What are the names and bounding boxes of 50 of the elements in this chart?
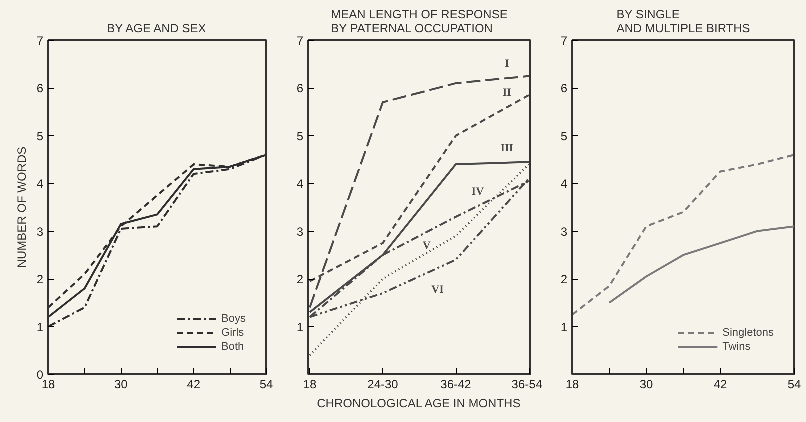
- x-tick-label: 54: [260, 378, 274, 392]
- y-tick-label: 4: [560, 177, 568, 192]
- x-tick-label: 30: [640, 378, 654, 392]
- legend-label: Singletons: [722, 326, 774, 340]
- chart-title: BY SINGLE AND MULTIPLE BIRTHS: [616, 8, 750, 36]
- y-tick-label: 6: [36, 82, 44, 96]
- x-tick-label: 42: [187, 378, 201, 392]
- y-tick-label: 4: [36, 177, 44, 192]
- y-tick-label: 1: [36, 320, 44, 334]
- x-tick-label: 18: [566, 378, 580, 392]
- y-tick-label: 3: [36, 224, 44, 239]
- y-tick-label: 5: [296, 129, 304, 144]
- y-tick-label: 7: [296, 34, 304, 48]
- y-tick-label: 2: [560, 272, 568, 287]
- series-label: VI: [432, 284, 444, 296]
- y-tick-label: 0: [36, 368, 44, 382]
- y-tick-label: 6: [296, 82, 304, 96]
- y-tick-label: 4: [296, 177, 304, 192]
- series-label: II: [502, 87, 512, 100]
- x-tick-label: 30: [114, 378, 128, 392]
- series-label: I: [504, 58, 510, 70]
- y-tick-label: 1: [560, 320, 568, 334]
- legend-label: Boys: [222, 312, 246, 326]
- y-tick-label: 3: [296, 224, 304, 239]
- y-tick-label: 5: [560, 129, 568, 144]
- legend-label: Girls: [222, 326, 244, 340]
- chart-title: MEAN LENGTH OF RESPONSE BY PATERNAL OCCUPATION: [331, 8, 508, 36]
- y-tick-label: 2: [296, 272, 304, 287]
- x-tick-label: 36-54: [512, 378, 543, 392]
- legend-label: Both: [222, 340, 244, 354]
- series-label: III: [500, 142, 514, 155]
- x-axis-title: CHRONOLOGICAL AGE IN MONTHS: [317, 396, 521, 410]
- x-tick-label: 18: [303, 378, 317, 392]
- y-tick-label: 2: [36, 272, 44, 287]
- y-tick-label: 7: [36, 34, 44, 48]
- y-tick-label: 7: [560, 34, 568, 48]
- y-tick-label: 1: [296, 320, 304, 334]
- chart-title: BY AGE AND SEX: [107, 22, 206, 36]
- y-tick-label: 6: [560, 82, 568, 96]
- series-label: IV: [472, 186, 484, 198]
- x-tick-label: 42: [714, 378, 728, 392]
- x-tick-label: 36-42: [440, 378, 472, 392]
- y-axis-title: NUMBER OF WORDS: [14, 146, 29, 268]
- series-label: V: [422, 240, 431, 252]
- x-tick-label: 54: [788, 378, 802, 392]
- y-tick-label: 3: [560, 224, 568, 239]
- x-tick-label: 18: [42, 378, 56, 392]
- x-tick-label: 24-30: [368, 378, 399, 392]
- y-tick-label: 5: [36, 129, 44, 144]
- legend-label: Twins: [722, 340, 751, 354]
